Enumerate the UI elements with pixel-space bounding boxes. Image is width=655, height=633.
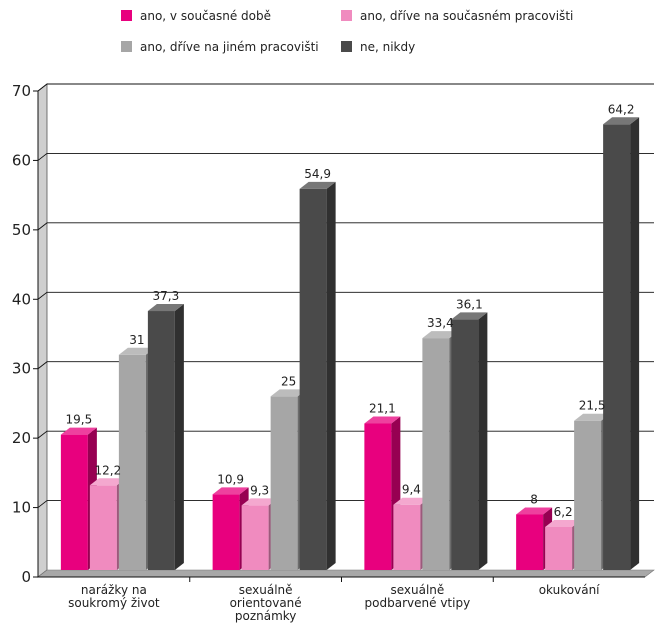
data-label: 31: [129, 333, 144, 347]
data-label: 37,3: [153, 289, 180, 303]
legend-item: ano, dříve na současném pracovišti: [341, 9, 573, 23]
data-label: 10,9: [217, 472, 244, 486]
x-tick-label: sexuálně podbarvené vtipy: [365, 583, 471, 610]
legend-label: ano, dříve na jiném pracovišti: [140, 40, 319, 54]
legend-swatch: [121, 41, 132, 52]
legend-item: ano, dříve na jiném pracovišti: [121, 40, 319, 54]
x-tick-label: okukování: [539, 583, 600, 597]
legend-item: ne, nikdy: [341, 40, 415, 54]
x-tick-label: narážky na soukromý život: [68, 583, 160, 610]
y-tick-label: 0: [21, 568, 31, 586]
data-label: 9,4: [402, 483, 421, 497]
legend: ano, v současné době ano, dříve na součas…: [121, 9, 573, 54]
legend-label: ano, v současné době: [140, 9, 271, 23]
gridline: [37, 222, 654, 231]
data-label: 6,2: [554, 505, 573, 519]
legend-label: ano, dříve na současném pracovišti: [360, 9, 573, 23]
data-label: 8: [530, 492, 538, 506]
legend-label: ne, nikdy: [360, 40, 415, 54]
legend-swatch: [341, 41, 352, 52]
data-label: 12,2: [95, 463, 122, 477]
y-tick-label: 40: [12, 290, 31, 308]
data-label: 54,9: [304, 167, 331, 181]
data-label: 19,5: [66, 413, 93, 427]
bar: [147, 304, 184, 570]
legend-swatch: [121, 10, 132, 21]
side-wall: [37, 83, 48, 578]
data-label: 21,5: [579, 399, 606, 413]
bar: [364, 416, 401, 570]
gridline: [37, 152, 654, 161]
x-axis: narážky na soukromý život sexuálně orientov…: [38, 576, 645, 623]
x-tick-label: sexuálně orientované poznámky: [230, 583, 302, 623]
gridline: [37, 291, 654, 300]
data-label: 64,2: [608, 102, 635, 116]
y-tick-label: 20: [12, 429, 31, 447]
data-label: 25: [281, 374, 296, 388]
data-label: 33,4: [427, 316, 454, 330]
bar: [299, 181, 336, 570]
legend-item: ano, v současné době: [121, 9, 271, 23]
y-tick-label: 10: [12, 499, 31, 517]
data-labels: 19,5 12,2 31 37,3 10,9 9,3 25 54,9 21,1 9,4 33,436…: [66, 102, 635, 519]
bars: [60, 117, 640, 571]
bar: [451, 312, 488, 570]
data-label: 36,1: [456, 297, 483, 311]
floor: [37, 569, 655, 578]
data-label: 21,1: [369, 402, 396, 416]
y-axis: 0 10 20 30 40 50 60 70: [12, 82, 39, 586]
y-tick-label: 30: [12, 360, 31, 378]
legend-swatch: [341, 10, 352, 21]
data-label: 9,3: [250, 483, 269, 497]
gridline: [37, 83, 654, 92]
bar: [603, 117, 640, 571]
y-tick-label: 70: [12, 82, 31, 100]
y-tick-label: 50: [12, 221, 31, 239]
y-tick-label: 60: [12, 151, 31, 169]
